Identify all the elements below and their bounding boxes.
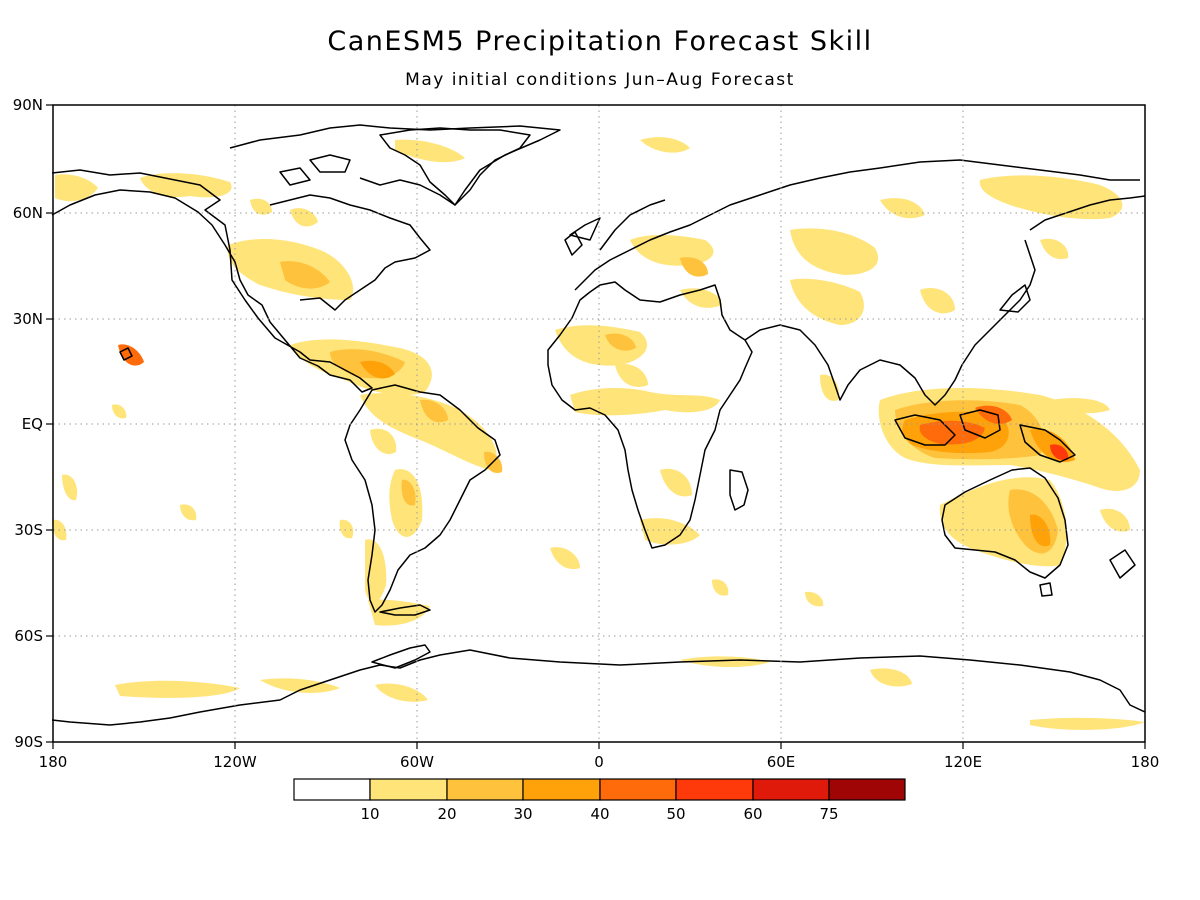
colorbar-bin-3 bbox=[522, 778, 601, 801]
colorbar-label-20: 20 bbox=[437, 805, 456, 823]
lon-label-60w: 60W bbox=[400, 753, 434, 771]
colorbar-label-60: 60 bbox=[743, 805, 762, 823]
colorbar-label-10: 10 bbox=[360, 805, 379, 823]
lon-label-180w: 180 bbox=[39, 753, 68, 771]
lat-label-90n: 90N bbox=[13, 96, 43, 114]
colorbar-bin-7 bbox=[828, 778, 906, 801]
lon-label-60e: 60E bbox=[767, 753, 796, 771]
lon-label-120e: 120E bbox=[944, 753, 982, 771]
lat-label-60n: 60N bbox=[13, 204, 43, 222]
graticule bbox=[53, 105, 1145, 742]
colorbar-label-75: 75 bbox=[819, 805, 838, 823]
lat-label-30s: 30S bbox=[14, 521, 43, 539]
lat-label-30n: 30N bbox=[13, 310, 43, 328]
colorbar-bin-2 bbox=[446, 778, 524, 801]
lon-label-0: 0 bbox=[594, 753, 604, 771]
colorbar-bin-0 bbox=[293, 778, 371, 801]
colorbar-label-30: 30 bbox=[513, 805, 532, 823]
skill-shading bbox=[52, 137, 1145, 730]
lon-label-180e: 180 bbox=[1131, 753, 1160, 771]
colorbar-bin-1 bbox=[369, 778, 448, 801]
coastlines bbox=[51, 124, 1146, 726]
map-title: CanESM5 Precipitation Forecast Skill bbox=[327, 26, 873, 57]
colorbar-bin-5 bbox=[675, 778, 754, 801]
colorbar-label-50: 50 bbox=[666, 805, 685, 823]
colorbar-bin-6 bbox=[752, 778, 830, 801]
colorbar-label-40: 40 bbox=[590, 805, 609, 823]
colorbar-bin-4 bbox=[599, 778, 677, 801]
longitude-labels: 180 120W 60W 0 60E 120E 180 bbox=[39, 753, 1160, 771]
lat-label-90s: 90S bbox=[14, 733, 43, 751]
lat-label-eq: EQ bbox=[22, 415, 43, 433]
latitude-labels: 90N 60N 30N EQ 30S 60S 90S bbox=[13, 96, 43, 751]
map-subtitle: May initial conditions Jun–Aug Forecast bbox=[405, 70, 795, 90]
lon-label-120w: 120W bbox=[213, 753, 257, 771]
colorbar: 10 20 30 40 50 60 75 bbox=[293, 778, 906, 823]
lat-label-60s: 60S bbox=[14, 627, 43, 645]
axis-ticks bbox=[46, 104, 1146, 749]
